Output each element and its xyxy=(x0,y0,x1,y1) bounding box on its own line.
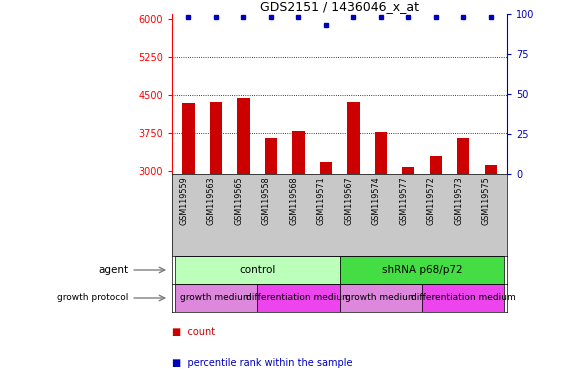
Text: GSM119567: GSM119567 xyxy=(345,177,353,225)
Text: ■  count: ■ count xyxy=(172,327,215,338)
Bar xyxy=(175,284,257,312)
Title: GDS2151 / 1436046_x_at: GDS2151 / 1436046_x_at xyxy=(260,0,419,13)
Text: control: control xyxy=(239,265,275,275)
Bar xyxy=(175,256,339,284)
Text: GSM119559: GSM119559 xyxy=(180,177,188,225)
Bar xyxy=(422,284,504,312)
Text: GSM119572: GSM119572 xyxy=(427,177,436,225)
Bar xyxy=(210,102,222,324)
Bar xyxy=(182,103,195,324)
Bar xyxy=(484,166,497,324)
Bar xyxy=(319,162,332,324)
Text: growth medium: growth medium xyxy=(345,293,417,303)
Bar xyxy=(457,138,469,324)
Text: GSM119558: GSM119558 xyxy=(262,177,271,225)
Bar xyxy=(402,167,415,324)
Text: GSM119568: GSM119568 xyxy=(289,177,298,225)
Text: differentiation medium: differentiation medium xyxy=(246,293,351,303)
Bar xyxy=(237,98,250,324)
Text: shRNA p68/p72: shRNA p68/p72 xyxy=(382,265,462,275)
Bar xyxy=(257,284,339,312)
Bar xyxy=(430,156,442,324)
Text: differentiation medium: differentiation medium xyxy=(411,293,515,303)
Text: GSM119577: GSM119577 xyxy=(399,177,408,225)
Bar xyxy=(339,256,504,284)
Text: growth protocol: growth protocol xyxy=(57,293,128,303)
Text: GSM119575: GSM119575 xyxy=(482,177,491,225)
Text: GSM119565: GSM119565 xyxy=(234,177,244,225)
Text: GSM119574: GSM119574 xyxy=(372,177,381,225)
Bar xyxy=(375,132,387,324)
Text: ■  percentile rank within the sample: ■ percentile rank within the sample xyxy=(172,358,353,368)
Bar xyxy=(339,284,422,312)
Bar xyxy=(265,139,277,324)
Text: GSM119573: GSM119573 xyxy=(454,177,463,225)
Text: growth medium: growth medium xyxy=(180,293,252,303)
Text: GSM119563: GSM119563 xyxy=(207,177,216,225)
Bar xyxy=(292,131,304,324)
Text: agent: agent xyxy=(98,265,128,275)
Text: GSM119571: GSM119571 xyxy=(317,177,326,225)
Bar xyxy=(347,102,360,324)
